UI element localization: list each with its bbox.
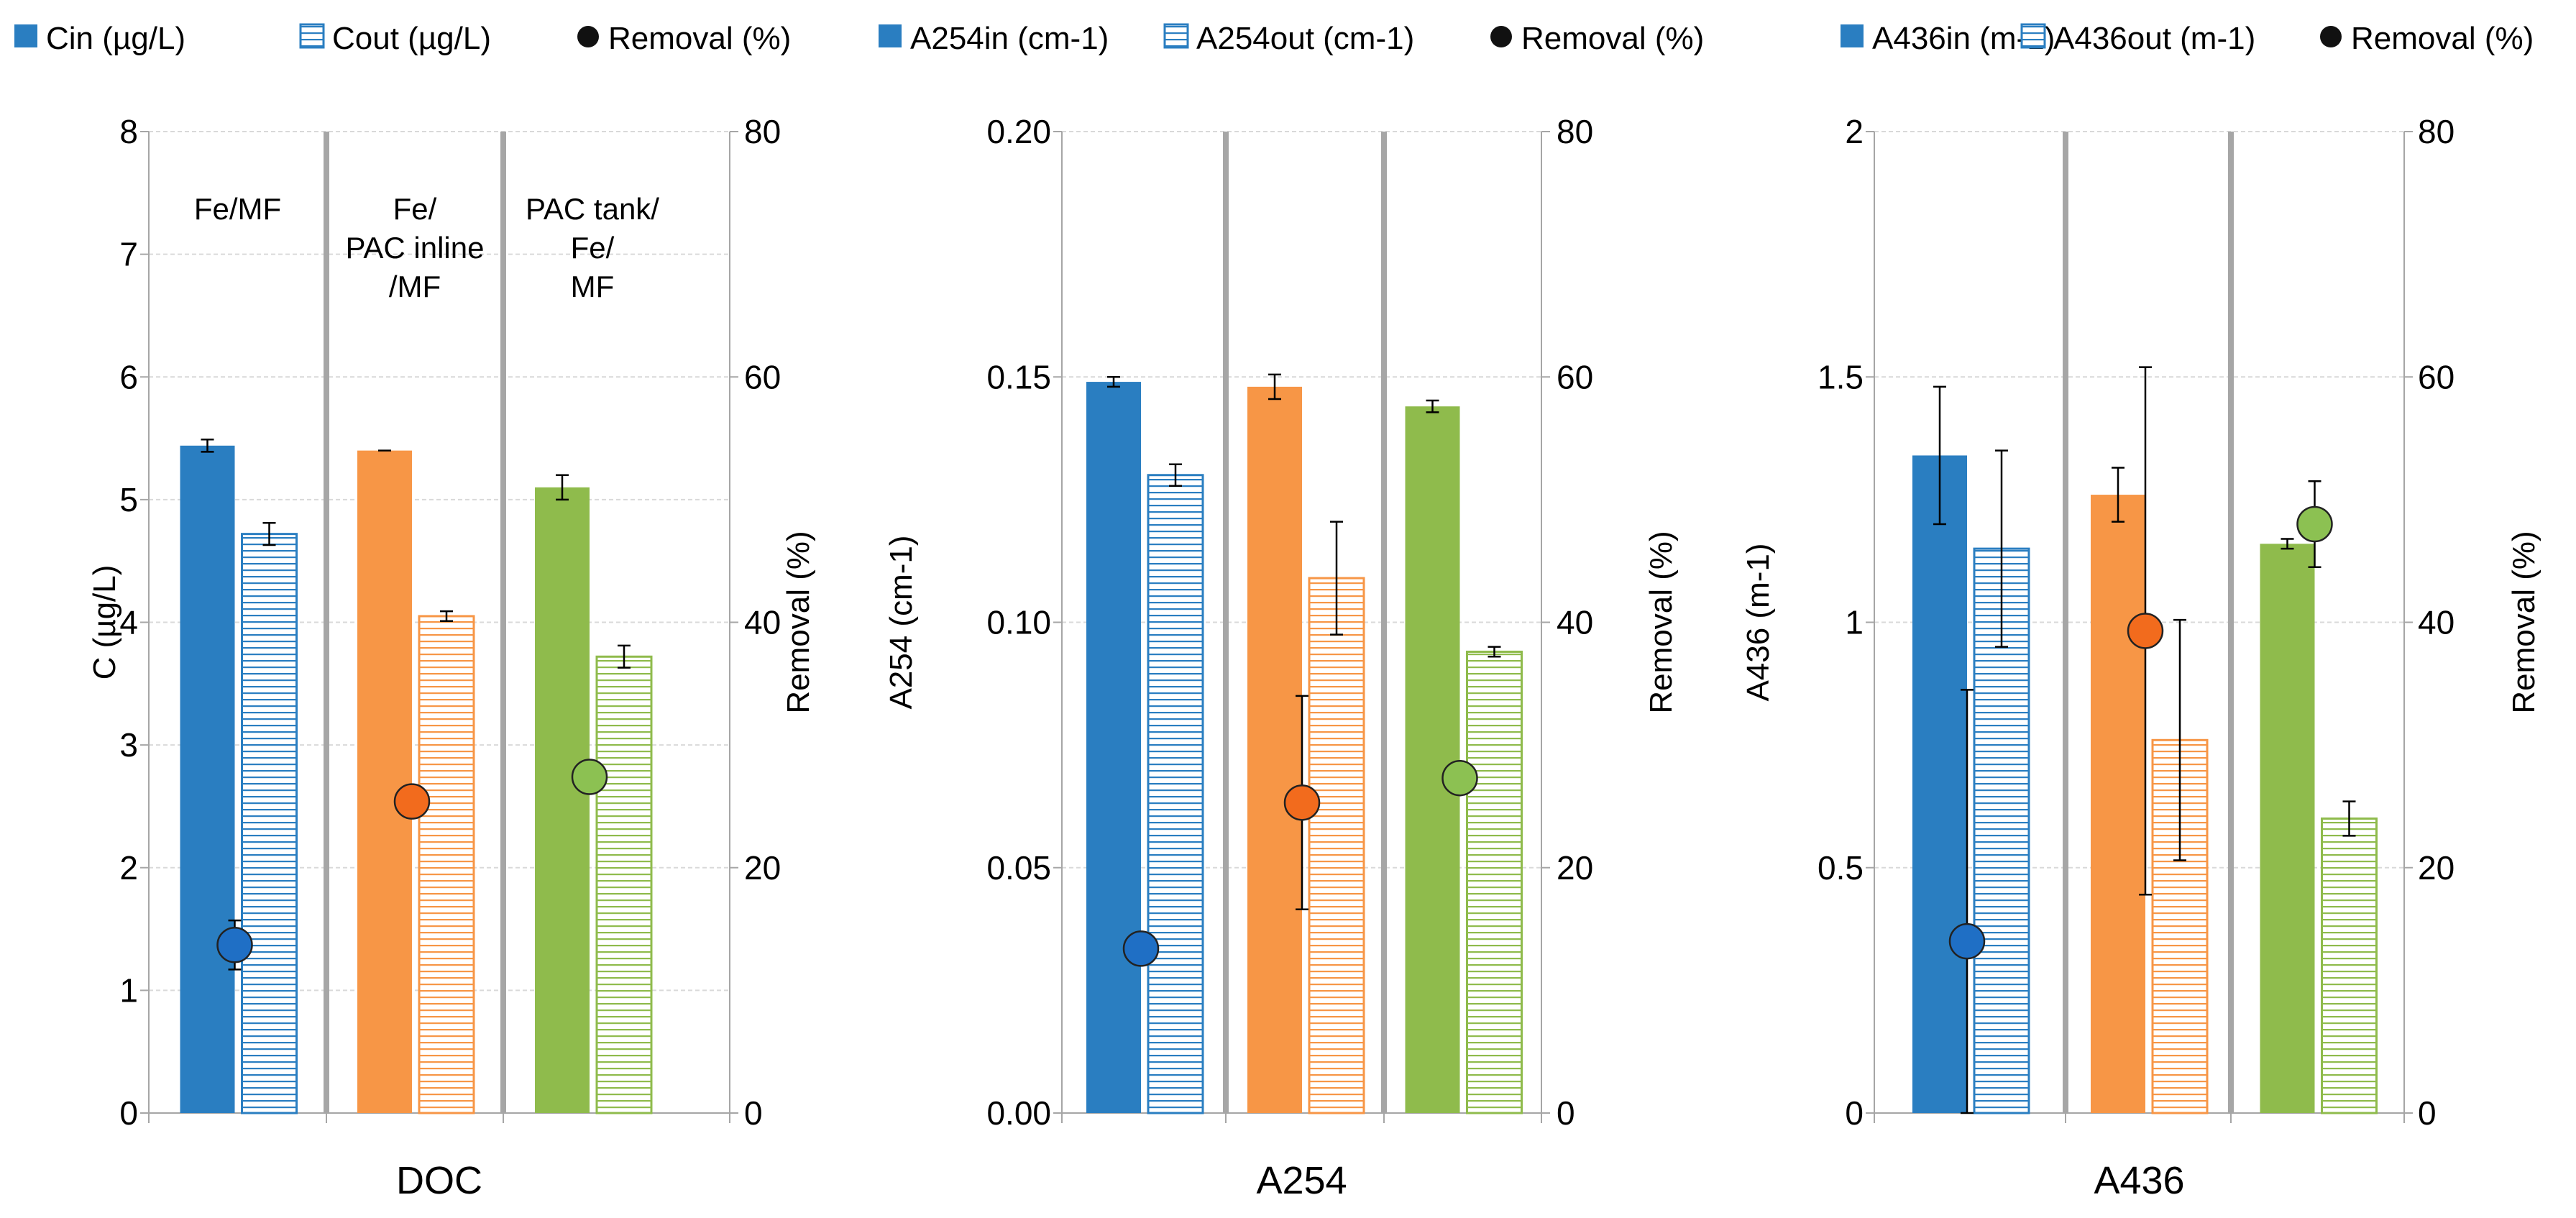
- y2-tick-label: 40: [1557, 604, 1593, 641]
- y2-tick-label: 80: [1557, 113, 1593, 150]
- x-axis-title: A254: [1256, 1159, 1347, 1202]
- y-tick-label: 1: [1845, 604, 1864, 641]
- y-tick-label: 0: [1845, 1094, 1864, 1132]
- y-tick-label: 5: [119, 481, 138, 518]
- y2-axis-title: Removal (%): [781, 531, 816, 713]
- legend-label-out: A436out (m-1): [2053, 21, 2255, 56]
- bar-in-1: [1912, 455, 1967, 1113]
- removal-marker-2: [2127, 613, 2164, 649]
- bar-out-1: [241, 533, 298, 1114]
- y2-tick-label: 0: [1557, 1094, 1575, 1132]
- y2-axis-title: Removal (%): [1644, 531, 1679, 713]
- category-label: PAC tank/: [526, 192, 659, 226]
- y-tick-label: 0.20: [986, 113, 1051, 150]
- y-tick-label: 0.10: [986, 604, 1051, 641]
- y2-tick-label: 80: [2418, 113, 2454, 150]
- y-tick-label: 2: [1845, 113, 1864, 150]
- y2-tick-label: 60: [744, 358, 781, 395]
- category-label: PAC inline: [346, 231, 485, 265]
- legend-label-in: A254in (cm-1): [910, 21, 1109, 56]
- y-tick-label: 0: [119, 1094, 138, 1132]
- bar-in-3: [1405, 406, 1460, 1113]
- category-label: MF: [571, 270, 615, 303]
- legend-swatch-out: [299, 23, 325, 49]
- y2-tick-label: 0: [744, 1094, 763, 1132]
- bar-out-1: [1147, 474, 1204, 1114]
- bar-in-1: [180, 445, 235, 1113]
- bar-out-2: [1308, 577, 1365, 1114]
- removal-marker-2: [1283, 784, 1321, 821]
- y-tick-label: 1.5: [1818, 358, 1864, 395]
- legend-label-removal: Removal (%): [1521, 21, 1704, 56]
- bar-out-2: [418, 615, 475, 1114]
- bar-in-2: [2091, 495, 2145, 1113]
- legend-swatch-out: [2020, 23, 2046, 49]
- y2-tick-label: 20: [1557, 849, 1593, 887]
- removal-marker-3: [571, 759, 608, 795]
- category-label: Fe/: [393, 192, 437, 226]
- bar-out-3: [595, 655, 653, 1114]
- category-label: Fe/MF: [194, 192, 281, 226]
- legend-swatch-removal: [2320, 26, 2342, 47]
- bar-in-3: [535, 487, 590, 1113]
- legend-label-out: A254out (cm-1): [1196, 21, 1414, 56]
- y-tick-label: 0.05: [986, 849, 1051, 887]
- bar-in-2: [357, 450, 412, 1113]
- category-label: Fe/: [571, 231, 615, 265]
- y-tick-label: 2: [119, 849, 138, 887]
- y-tick-label: 8: [119, 113, 138, 150]
- y-tick-label: 0.00: [986, 1094, 1051, 1132]
- y-tick-label: 0.15: [986, 358, 1051, 395]
- y2-tick-label: 20: [2418, 849, 2454, 887]
- legend-swatch-removal: [1490, 26, 1512, 47]
- legend-swatch-in: [14, 24, 37, 47]
- removal-marker-2: [393, 783, 431, 820]
- chart-panel-a254: 0.00 0.05 0.10 0.15 0.20 0 20 40 60 80 A254 (cm-1)…: [879, 21, 1704, 1202]
- y-tick-label: 4: [119, 604, 138, 641]
- bar-out-3: [2321, 818, 2378, 1114]
- removal-marker-1: [216, 926, 253, 963]
- x-axis-title: A436: [2094, 1159, 2184, 1202]
- legend-swatch-in: [879, 24, 902, 47]
- bar-in-3: [2260, 544, 2315, 1113]
- legend-swatch-out: [1163, 23, 1189, 49]
- removal-marker-1: [1122, 930, 1160, 967]
- y2-tick-label: 60: [1557, 358, 1593, 395]
- y-tick-label: 6: [119, 358, 138, 395]
- y-tick-label: 0.5: [1818, 849, 1864, 887]
- category-label: /MF: [389, 270, 441, 303]
- y2-tick-label: 20: [744, 849, 781, 887]
- y-tick-label: 3: [119, 726, 138, 764]
- y2-tick-label: 40: [2418, 604, 2454, 641]
- legend-swatch-removal: [577, 26, 599, 47]
- legend-label-out: Cout (µg/L): [332, 21, 491, 56]
- y-tick-label: 1: [119, 971, 138, 1009]
- y-axis-title: C (µg/L): [87, 565, 122, 680]
- legend-label-removal: Removal (%): [2351, 21, 2534, 56]
- y-tick-label: 7: [119, 236, 138, 273]
- bar-in-2: [1247, 386, 1302, 1113]
- legend-swatch-in: [1841, 24, 1864, 47]
- removal-marker-1: [1948, 922, 1986, 960]
- legend-label-removal: Removal (%): [608, 21, 791, 56]
- x-axis-title: DOC: [396, 1159, 482, 1202]
- y2-axis-title: Removal (%): [2506, 531, 2541, 713]
- bar-out-3: [1466, 650, 1523, 1114]
- bar-in-1: [1086, 382, 1141, 1113]
- removal-marker-3: [2296, 505, 2333, 543]
- y-axis-title: A254 (cm-1): [884, 535, 919, 709]
- legend-label-in: Cin (µg/L): [46, 21, 185, 56]
- y2-tick-label: 40: [744, 604, 781, 641]
- y2-tick-label: 60: [2418, 358, 2454, 395]
- y-axis-title: A436 (m-1): [1741, 543, 1776, 701]
- y2-tick-label: 0: [2418, 1094, 2437, 1132]
- y2-tick-label: 80: [744, 113, 781, 150]
- removal-marker-3: [1441, 759, 1478, 797]
